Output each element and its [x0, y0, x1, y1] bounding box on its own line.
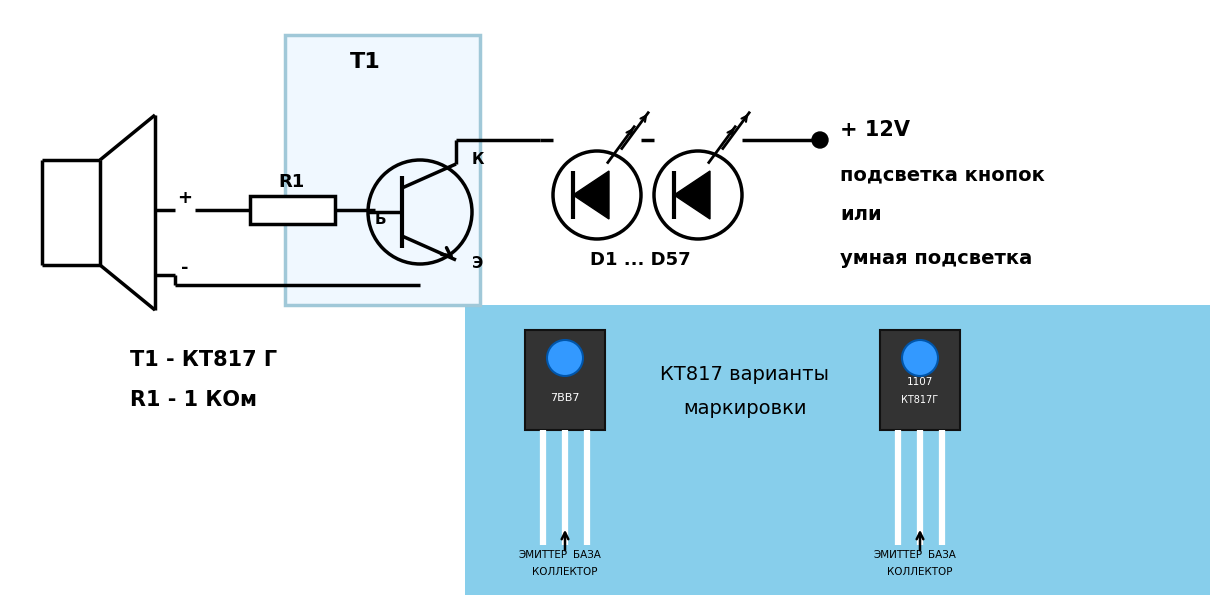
Circle shape	[812, 132, 828, 148]
Bar	[525, 330, 606, 430]
Polygon shape	[573, 171, 609, 219]
Text: ЭМИТТЕР: ЭМИТТЕР	[873, 550, 923, 560]
Text: ЭМИТТЕР: ЭМИТТЕР	[518, 550, 568, 560]
Bar	[250, 196, 334, 224]
Text: КТ817 варианты: КТ817 варианты	[660, 365, 829, 385]
Text: подсветка кнопок: подсветка кнопок	[840, 165, 1045, 185]
Text: или: или	[840, 206, 882, 225]
Text: умная подсветка: умная подсветка	[840, 248, 1032, 267]
Text: КОЛЛЕКТОР: КОЛЛЕКТОР	[888, 567, 953, 577]
Text: КОЛЛЕКТОР: КОЛЛЕКТОР	[533, 567, 598, 577]
Bar	[285, 35, 480, 305]
Text: +: +	[178, 189, 192, 207]
Text: К: К	[472, 153, 484, 168]
Bar	[465, 305, 1210, 595]
Text: КТ817Г: КТ817Г	[901, 395, 939, 405]
Text: Б: Б	[375, 213, 385, 228]
Circle shape	[547, 340, 582, 376]
Text: T1: T1	[350, 52, 381, 72]
Text: R1: R1	[278, 173, 305, 191]
Text: R1 - 1 КОм: R1 - 1 КОм	[130, 390, 257, 410]
Polygon shape	[674, 171, 710, 219]
Text: -: -	[181, 259, 188, 277]
Text: D1 ... D57: D1 ... D57	[590, 251, 691, 269]
Text: + 12V: + 12V	[840, 120, 910, 140]
Text: БАЗА: БАЗА	[573, 550, 601, 560]
Text: 7BB7: 7BB7	[551, 393, 580, 403]
Text: Э: Э	[472, 257, 484, 272]
Bar	[880, 330, 959, 430]
Text: БАЗА: БАЗА	[928, 550, 956, 560]
Text: маркировки: маркировки	[683, 398, 806, 418]
Text: 1107: 1107	[907, 377, 933, 387]
Text: T1 - КТ817 Г: T1 - КТ817 Г	[130, 350, 277, 370]
Circle shape	[902, 340, 938, 376]
